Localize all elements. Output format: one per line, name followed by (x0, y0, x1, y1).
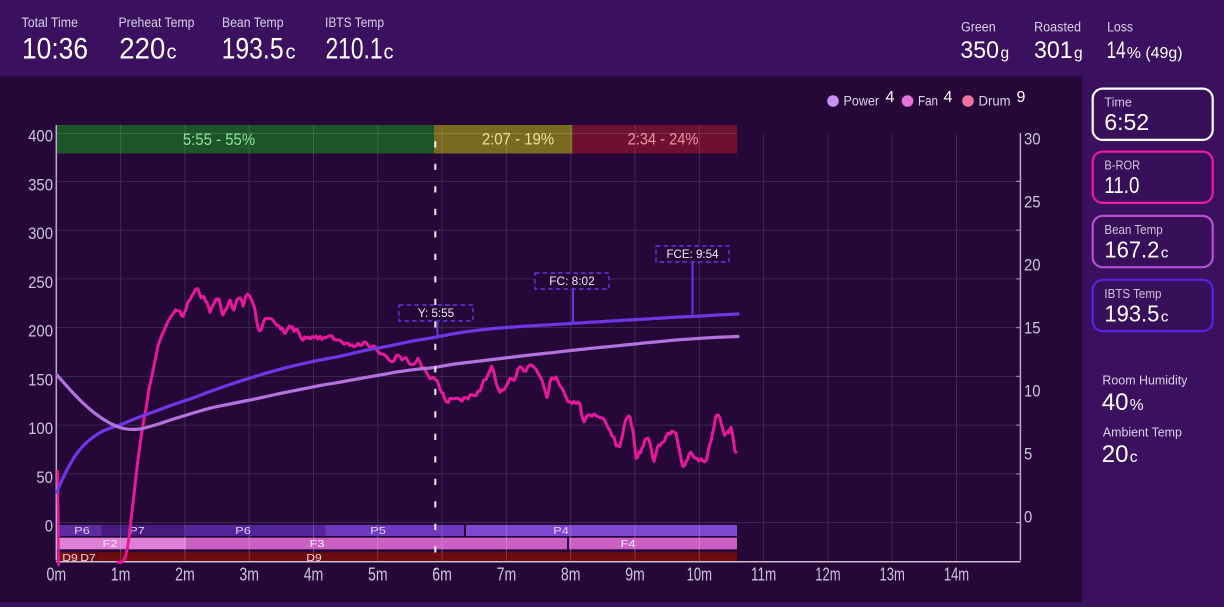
svg-text:200: 200 (28, 322, 53, 341)
svg-text:F2: F2 (103, 538, 118, 550)
svg-text:Green: Green (961, 20, 996, 35)
svg-text:g: g (1074, 45, 1083, 62)
svg-text:193.5: 193.5 (1104, 300, 1159, 326)
svg-text:220: 220 (119, 33, 165, 66)
svg-text:g: g (1001, 45, 1010, 62)
svg-text:5: 5 (1024, 445, 1032, 464)
svg-text:Time: Time (1104, 96, 1132, 110)
svg-text:P4: P4 (553, 525, 569, 537)
svg-text:c: c (286, 42, 296, 64)
svg-text:300: 300 (28, 224, 53, 243)
svg-text:250: 250 (28, 273, 53, 292)
svg-text:20: 20 (1024, 256, 1041, 275)
svg-text:F3: F3 (310, 538, 325, 550)
svg-text:10:36: 10:36 (22, 33, 88, 66)
svg-text:IBTS Temp: IBTS Temp (325, 15, 384, 30)
svg-text:4: 4 (886, 89, 895, 106)
svg-text:8m: 8m (561, 565, 581, 585)
svg-text:5m: 5m (368, 565, 388, 585)
svg-text:2m: 2m (175, 565, 195, 585)
svg-text:6m: 6m (432, 565, 452, 585)
svg-text:193.5: 193.5 (222, 33, 284, 66)
svg-text:Bean Temp: Bean Temp (222, 15, 284, 30)
svg-text:Room Humidity: Room Humidity (1102, 373, 1187, 388)
svg-text:P5: P5 (370, 525, 386, 537)
svg-text:c: c (384, 42, 394, 64)
svg-text:Total Time: Total Time (22, 15, 79, 30)
svg-text:4: 4 (944, 89, 953, 106)
svg-text:400: 400 (28, 127, 53, 146)
svg-text:IBTS Temp: IBTS Temp (1104, 287, 1161, 301)
svg-text:Power: Power (844, 94, 880, 109)
svg-text:B-ROR: B-ROR (1104, 159, 1140, 173)
svg-text:12m: 12m (815, 565, 840, 585)
svg-text:9: 9 (1017, 89, 1026, 106)
svg-text:210.1: 210.1 (326, 33, 383, 66)
svg-text:Fan: Fan (918, 94, 938, 109)
svg-text:c: c (1130, 449, 1138, 466)
svg-text:50: 50 (36, 468, 53, 487)
svg-text:P6: P6 (74, 525, 90, 537)
svg-text:9m: 9m (625, 565, 645, 585)
svg-text:5:55 - 55%: 5:55 - 55% (183, 130, 255, 149)
svg-text:100: 100 (28, 419, 53, 438)
svg-text:c: c (1161, 308, 1169, 325)
svg-text:2:07 - 19%: 2:07 - 19% (482, 130, 554, 149)
svg-text:Loss: Loss (1107, 20, 1133, 35)
svg-text:FCE: 9:54: FCE: 9:54 (667, 249, 720, 261)
svg-text:F4: F4 (621, 538, 636, 550)
svg-text:1m: 1m (111, 565, 131, 585)
svg-text:Roasted: Roasted (1034, 20, 1081, 35)
svg-text:7m: 7m (497, 565, 517, 585)
svg-text:Preheat Temp: Preheat Temp (119, 15, 195, 30)
svg-text:Y: 5:55: Y: 5:55 (418, 308, 454, 320)
svg-text:0: 0 (1024, 508, 1032, 527)
svg-text:167.2: 167.2 (1104, 236, 1159, 262)
svg-text:301: 301 (1034, 37, 1073, 64)
svg-text:3m: 3m (239, 565, 259, 585)
svg-text:30: 30 (1024, 129, 1041, 148)
svg-text:150: 150 (28, 370, 53, 389)
svg-text:2:34 - 24%: 2:34 - 24% (628, 130, 699, 149)
svg-text:14: 14 (1107, 37, 1126, 64)
svg-text:15: 15 (1024, 319, 1041, 338)
svg-text:% (49g): % (49g) (1127, 45, 1183, 62)
svg-text:13m: 13m (880, 565, 905, 585)
svg-text:Ambient Temp: Ambient Temp (1103, 425, 1182, 440)
svg-text:Drum: Drum (979, 94, 1011, 109)
svg-text:14m: 14m (944, 565, 969, 585)
svg-text:c: c (167, 42, 177, 64)
svg-text:350: 350 (28, 175, 53, 194)
svg-text:20: 20 (1102, 441, 1129, 468)
svg-text:0: 0 (45, 517, 53, 536)
svg-text:0m: 0m (47, 565, 67, 585)
svg-text:350: 350 (960, 37, 999, 64)
svg-text:4m: 4m (304, 565, 324, 585)
svg-text:11m: 11m (751, 565, 776, 585)
svg-text:P6: P6 (235, 525, 251, 537)
svg-text:10: 10 (1024, 382, 1041, 401)
svg-text:11.0: 11.0 (1104, 172, 1139, 198)
svg-text:Bean Temp: Bean Temp (1104, 223, 1162, 237)
svg-text:FC: 8:02: FC: 8:02 (549, 276, 594, 288)
svg-text:10m: 10m (687, 565, 712, 585)
svg-text:c: c (1161, 244, 1169, 261)
svg-text:%: % (1130, 397, 1144, 414)
svg-text:6:52: 6:52 (1104, 109, 1149, 135)
svg-text:P7: P7 (129, 525, 145, 537)
svg-text:40: 40 (1102, 389, 1129, 416)
svg-text:25: 25 (1024, 193, 1041, 212)
